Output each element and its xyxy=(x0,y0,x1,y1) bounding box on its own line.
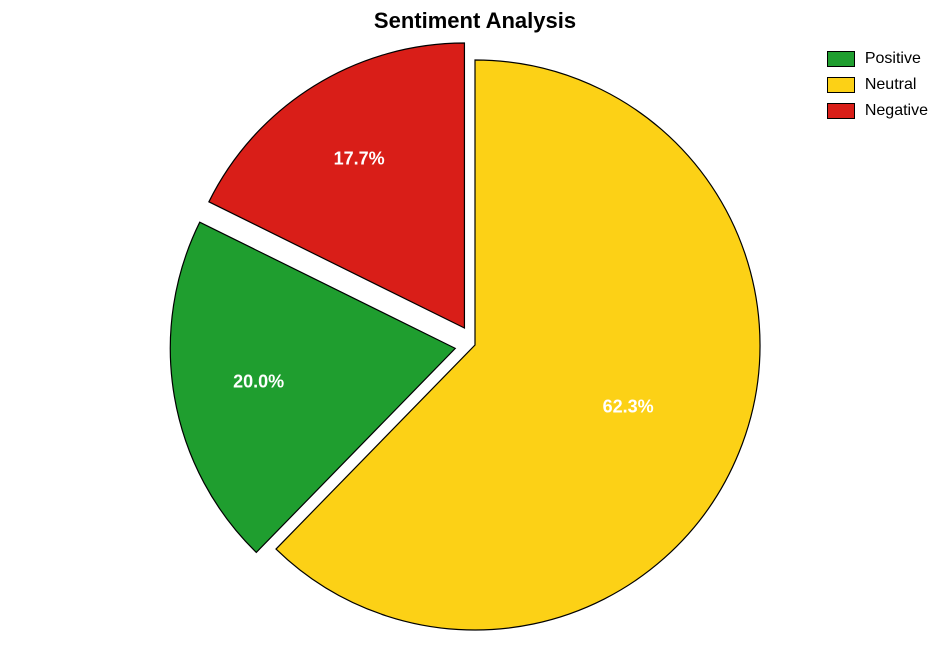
legend-item: Positive xyxy=(827,48,928,70)
slice-label: 17.7% xyxy=(334,148,385,169)
legend-label: Negative xyxy=(865,102,928,120)
legend-item: Negative xyxy=(827,100,928,122)
pie-chart xyxy=(0,0,950,662)
legend-label: Neutral xyxy=(865,76,917,94)
legend-item: Neutral xyxy=(827,74,928,96)
legend: Positive Neutral Negative xyxy=(827,48,928,126)
legend-swatch xyxy=(827,51,855,67)
legend-swatch xyxy=(827,103,855,119)
legend-swatch xyxy=(827,77,855,93)
slice-label: 62.3% xyxy=(603,397,654,418)
slice-label: 20.0% xyxy=(233,372,284,393)
legend-label: Positive xyxy=(865,50,921,68)
